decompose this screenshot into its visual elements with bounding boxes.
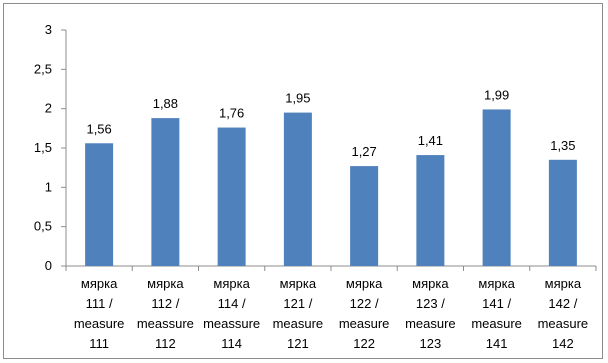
x-tick-label-line: measure bbox=[405, 316, 456, 331]
bar bbox=[283, 112, 312, 266]
data-label: 1,76 bbox=[219, 106, 244, 121]
data-label: 1,99 bbox=[484, 87, 509, 102]
y-tick-label: 0 bbox=[45, 258, 52, 273]
data-label: 1,88 bbox=[153, 96, 178, 111]
data-label: 1,95 bbox=[285, 91, 310, 106]
bars bbox=[85, 109, 577, 267]
y-tick-label: 3 bbox=[45, 22, 52, 37]
x-tick-label-line: 123 bbox=[420, 336, 442, 351]
x-tick-label: мярка 123 / measure 123 bbox=[405, 276, 456, 351]
y-tick-label: 1,5 bbox=[34, 140, 52, 155]
x-tick-label-line: мярка bbox=[412, 276, 449, 291]
x-tick-label-line: 142 / bbox=[548, 296, 577, 311]
x-tick-label-line: 111 / bbox=[86, 296, 113, 311]
data-label: 1,35 bbox=[550, 138, 575, 153]
bar-chart: 0 0,5 1 1,5 2 2,5 3 1,56 мярка 111 / measure 111 1,8… bbox=[34, 22, 597, 351]
x-tick-label-line: 121 bbox=[287, 336, 309, 351]
axes bbox=[61, 29, 597, 271]
x-tick-label-line: 141 / bbox=[482, 296, 511, 311]
x-tick-label-line: 141 bbox=[486, 336, 508, 351]
x-tick-label-line: measure bbox=[538, 316, 589, 331]
bar bbox=[350, 166, 379, 266]
bar bbox=[151, 118, 180, 267]
x-tick-label-line: мярка bbox=[280, 276, 317, 291]
x-tick-label: мярка 141 / measure 141 bbox=[471, 276, 522, 351]
x-tick-label-line: 112 / bbox=[151, 296, 179, 311]
x-tick-label: мярка 114 / meassure 114 bbox=[203, 276, 260, 351]
x-tick-label-line: 142 bbox=[552, 336, 574, 351]
x-tick-label-line: measure bbox=[273, 316, 324, 331]
y-tick-label: 0,5 bbox=[34, 219, 52, 234]
bar bbox=[482, 109, 511, 266]
x-tick-label-line: 114 bbox=[221, 336, 242, 351]
x-tick-label-line: 114 / bbox=[218, 296, 246, 311]
y-tick-label: 2,5 bbox=[34, 61, 52, 76]
x-tick-label-line: мярка bbox=[545, 276, 582, 291]
x-tick-label-line: 122 bbox=[353, 336, 375, 351]
x-tick-label: мярка 142 / measure 142 bbox=[538, 276, 589, 351]
x-tick-label-line: 111 bbox=[89, 336, 109, 351]
x-tick-label-line: measure bbox=[471, 316, 522, 331]
x-tick-label-line: measure bbox=[74, 316, 125, 331]
x-tick-label: мярка 112 / meassure 112 bbox=[137, 276, 194, 351]
bar bbox=[416, 155, 445, 266]
x-tick-label-line: 121 / bbox=[283, 296, 312, 311]
bar bbox=[548, 159, 577, 266]
x-tick-label-line: meassure bbox=[137, 316, 194, 331]
y-tick-label: 2 bbox=[45, 101, 52, 116]
x-tick-label-line: мярка bbox=[346, 276, 383, 291]
x-tick-label-line: 122 / bbox=[350, 296, 379, 311]
bar bbox=[217, 127, 246, 267]
x-tick-label: мярка 122 / measure 122 bbox=[339, 276, 390, 351]
data-label: 1,27 bbox=[351, 144, 376, 159]
y-tick-label: 1 bbox=[45, 179, 52, 194]
data-label: 1,41 bbox=[418, 133, 443, 148]
x-tick-label-line: meassure bbox=[203, 316, 260, 331]
x-tick-label: мярка 111 / measure 111 bbox=[74, 276, 125, 351]
x-tick-label: мярка 121 / measure 121 bbox=[273, 276, 324, 351]
data-label: 1,56 bbox=[86, 121, 111, 136]
x-tick-label-line: 123 / bbox=[416, 296, 445, 311]
x-tick-label-line: мярка bbox=[213, 276, 250, 291]
chart-frame: 0 0,5 1 1,5 2 2,5 3 1,56 мярка 111 / measure 111 1,8… bbox=[3, 3, 603, 359]
x-tick-label-line: мярка bbox=[81, 276, 118, 291]
x-tick-label-line: мярка bbox=[147, 276, 184, 291]
bar bbox=[85, 143, 114, 266]
x-tick-label-line: мярка bbox=[478, 276, 515, 291]
x-tick-label-line: 112 bbox=[155, 336, 176, 351]
x-tick-label-line: measure bbox=[339, 316, 390, 331]
labels: 0 0,5 1 1,5 2 2,5 3 1,56 мярка 111 / measure 111 1,8… bbox=[34, 22, 588, 351]
